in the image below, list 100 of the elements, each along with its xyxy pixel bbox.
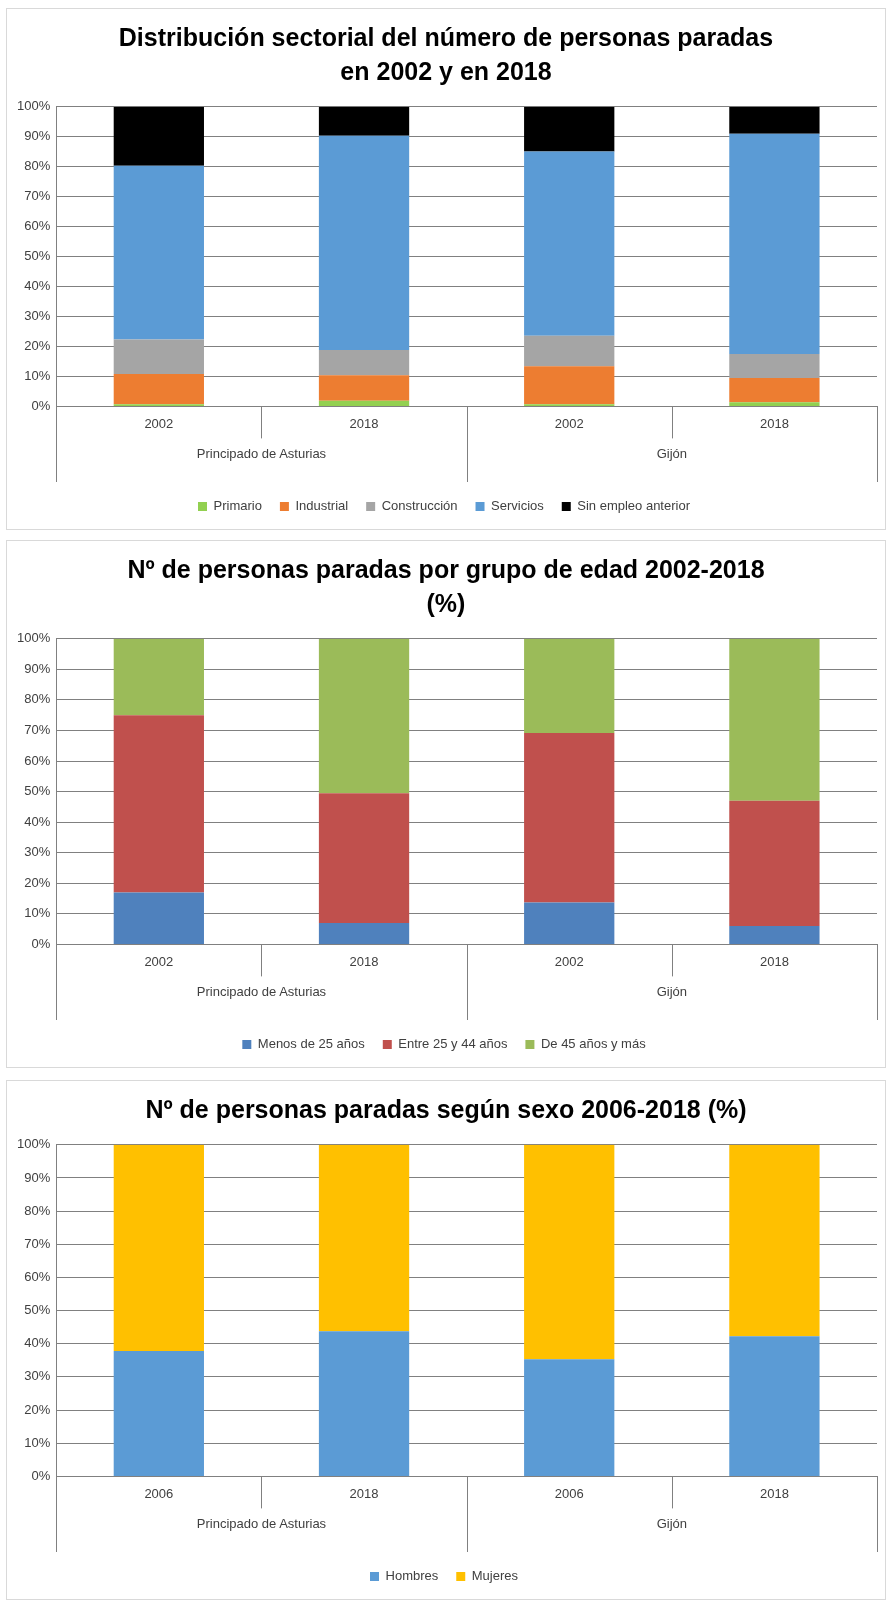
legend-label: Servicios bbox=[491, 497, 545, 513]
bar bbox=[729, 1144, 820, 1336]
y-tick-label: 50% bbox=[24, 247, 51, 263]
bar bbox=[318, 374, 410, 401]
bar bbox=[113, 1350, 204, 1476]
legend-label: Mujeres bbox=[471, 1567, 519, 1583]
legend-label: Menos de 25 años bbox=[257, 1035, 366, 1051]
bar bbox=[113, 638, 204, 715]
bar bbox=[524, 638, 615, 733]
bar bbox=[113, 1144, 204, 1351]
bar bbox=[729, 1335, 820, 1476]
x-tick-label: 2002 bbox=[554, 415, 584, 431]
y-tick-label: 70% bbox=[24, 1235, 51, 1251]
bar bbox=[318, 638, 410, 793]
y-tick-label: 90% bbox=[24, 127, 51, 143]
bar bbox=[729, 106, 820, 134]
bar bbox=[729, 800, 820, 926]
y-tick-label: 20% bbox=[24, 874, 51, 890]
bar bbox=[113, 891, 204, 944]
x-tick-label: 2018 bbox=[349, 415, 379, 431]
x-tick-label: 2018 bbox=[759, 953, 789, 969]
bar bbox=[318, 400, 410, 406]
bar bbox=[318, 922, 410, 944]
y-tick-label: 60% bbox=[24, 752, 51, 768]
bar bbox=[524, 106, 615, 151]
bar bbox=[524, 150, 615, 336]
bar bbox=[524, 1359, 615, 1476]
y-tick-label: 90% bbox=[24, 1169, 51, 1185]
y-tick-label: 70% bbox=[24, 721, 51, 737]
y-tick-label: 70% bbox=[24, 187, 51, 203]
y-tick-label: 0% bbox=[31, 397, 51, 413]
bar bbox=[318, 135, 410, 350]
legend-label: Primario bbox=[213, 497, 262, 513]
y-tick-label: 10% bbox=[24, 367, 51, 383]
x-tick-label: 2018 bbox=[349, 1485, 379, 1501]
y-tick-label: 40% bbox=[24, 813, 51, 829]
legend-label: Industrial bbox=[295, 497, 349, 513]
y-tick-label: 20% bbox=[24, 337, 51, 353]
chart-title: Distribución sectorial del número de personas paradas en 2002 y en 2018 bbox=[117, 22, 775, 87]
bar bbox=[524, 335, 615, 366]
bar bbox=[729, 377, 820, 402]
y-tick-label: 60% bbox=[24, 1268, 51, 1284]
text: Principado de Asturias bbox=[196, 1515, 327, 1531]
y-tick-label: 30% bbox=[24, 843, 51, 859]
y-tick-label: 80% bbox=[24, 157, 51, 173]
bar bbox=[524, 732, 615, 903]
legend-label: Entre 25 y 44 años bbox=[398, 1035, 508, 1051]
y-tick-label: 10% bbox=[24, 904, 51, 920]
x-tick-label: 2018 bbox=[349, 953, 379, 969]
y-tick-label: 100% bbox=[17, 1136, 51, 1152]
bar bbox=[318, 349, 410, 375]
bar bbox=[318, 1330, 410, 1476]
bar bbox=[524, 1144, 615, 1360]
y-tick-label: 20% bbox=[24, 1401, 51, 1417]
text: Principado de Asturias bbox=[196, 983, 327, 999]
legend-label: De 45 años y más bbox=[540, 1035, 647, 1051]
legend-label: Sin empleo anterior bbox=[577, 497, 691, 513]
y-tick-label: 50% bbox=[24, 782, 51, 798]
bar bbox=[524, 902, 615, 944]
y-tick-label: 80% bbox=[24, 1202, 51, 1218]
bar bbox=[729, 133, 820, 354]
bar bbox=[113, 339, 204, 374]
bar bbox=[524, 365, 615, 404]
y-tick-label: 50% bbox=[24, 1301, 51, 1317]
bar bbox=[318, 792, 410, 923]
y-tick-label: 30% bbox=[24, 307, 51, 323]
x-tick-label: 2002 bbox=[144, 953, 174, 969]
y-tick-label: 100% bbox=[17, 97, 51, 113]
bar bbox=[729, 401, 820, 406]
x-tick-label: 2002 bbox=[144, 415, 174, 431]
y-tick-label: 0% bbox=[31, 1467, 51, 1483]
x-tick-label: 2006 bbox=[144, 1485, 174, 1501]
x-tick-label: 2018 bbox=[759, 1485, 789, 1501]
bar bbox=[113, 373, 204, 404]
bar bbox=[318, 106, 410, 136]
x-tick-label: 2018 bbox=[759, 415, 789, 431]
bar bbox=[729, 353, 820, 378]
text: Gijón bbox=[656, 1515, 687, 1531]
bar bbox=[113, 165, 204, 340]
bar bbox=[729, 925, 820, 944]
x-tick-label: 2006 bbox=[554, 1485, 584, 1501]
legend-label: Construcción bbox=[381, 497, 458, 513]
y-tick-label: 0% bbox=[31, 935, 51, 951]
chart-title: Nº de personas paradas según sexo 2006-2018 (%) bbox=[144, 1094, 748, 1125]
y-tick-label: 10% bbox=[24, 1434, 51, 1450]
y-tick-label: 60% bbox=[24, 217, 51, 233]
y-tick-label: 40% bbox=[24, 277, 51, 293]
y-tick-label: 100% bbox=[17, 629, 51, 645]
y-tick-label: 90% bbox=[24, 660, 51, 676]
text: Principado de Asturias bbox=[196, 445, 327, 461]
y-tick-label: 30% bbox=[24, 1368, 51, 1384]
y-tick-label: 80% bbox=[24, 691, 51, 706]
chart-title: Nº de personas paradas por grupo de edad 2002-2018 (%) bbox=[126, 554, 766, 619]
y-tick-label: 40% bbox=[24, 1335, 51, 1351]
bar bbox=[318, 1144, 410, 1331]
bar bbox=[113, 714, 204, 892]
bar bbox=[729, 638, 820, 801]
legend-label: Hombres bbox=[385, 1567, 439, 1583]
x-tick-label: 2002 bbox=[554, 953, 584, 969]
bar bbox=[113, 106, 204, 166]
